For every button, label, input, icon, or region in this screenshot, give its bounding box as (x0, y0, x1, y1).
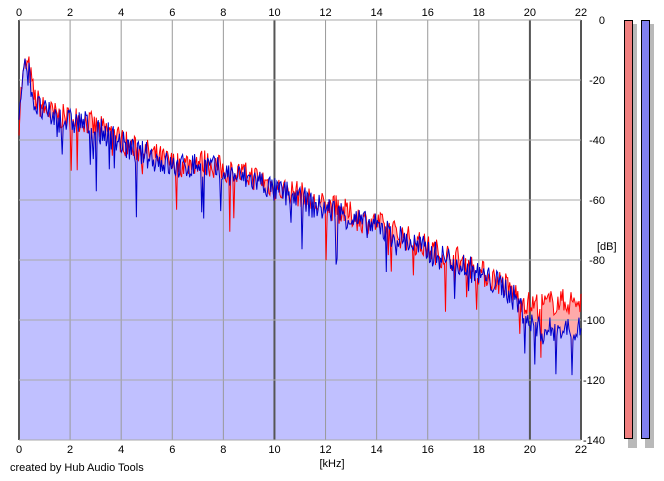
x-tick-label-bottom: 4 (118, 444, 124, 456)
y-tick-label: -20 (589, 75, 605, 87)
y-tick-label: 0 (599, 15, 605, 27)
x-tick-label-bottom: 0 (16, 444, 22, 456)
series-fills (19, 56, 581, 440)
x-axis-label: [kHz] (319, 458, 344, 470)
x-tick-label-top: 16 (422, 7, 434, 19)
x-tick-label-bottom: 2 (67, 444, 73, 456)
x-tick-label-top: 14 (371, 7, 383, 19)
x-tick-label-top: 6 (169, 7, 175, 19)
x-tick-label-top: 2 (67, 7, 73, 19)
left-channel-meter (624, 20, 633, 439)
series-lines (18, 56, 582, 376)
x-tick-label-bottom: 8 (220, 444, 226, 456)
y-axis-label: [dB] (597, 241, 617, 253)
x-tick-label-bottom: 22 (575, 444, 587, 456)
y-tick-label: -60 (589, 195, 605, 207)
x-tick-label-top: 0 (16, 7, 22, 19)
credit-text: created by Hub Audio Tools (10, 462, 144, 474)
series-fill-2 (19, 58, 581, 440)
series-line-2 (18, 58, 582, 376)
x-tick-label-top: 20 (524, 7, 536, 19)
y-tick-label: -40 (589, 135, 605, 147)
x-tick-label-bottom: 18 (473, 444, 485, 456)
x-tick-label-bottom: 14 (371, 444, 383, 456)
y-tick-label: -100 (583, 315, 605, 327)
x-tick-label-top: 18 (473, 7, 485, 19)
x-tick-label-top: 8 (220, 7, 226, 19)
x-tick-label-bottom: 6 (169, 444, 175, 456)
x-tick-label-bottom: 12 (319, 444, 331, 456)
y-tick-label: -120 (583, 375, 605, 387)
y-tick-label: -80 (589, 255, 605, 267)
x-tick-label-top: 10 (268, 7, 280, 19)
y-tick-label: -140 (583, 435, 605, 447)
right-channel-meter (641, 20, 650, 439)
x-tick-label-bottom: 16 (422, 444, 434, 456)
grid-lines (18, 19, 582, 441)
x-tick-label-top: 22 (575, 7, 587, 19)
y-tick-labels: 0 -20 -40 -60 -80 -100 -120 -140 (583, 15, 605, 447)
x-tick-label-bottom: 10 (268, 444, 280, 456)
x-tick-label-top: 4 (118, 7, 124, 19)
x-tick-label-top: 12 (319, 7, 331, 19)
x-tick-label-bottom: 20 (524, 444, 536, 456)
